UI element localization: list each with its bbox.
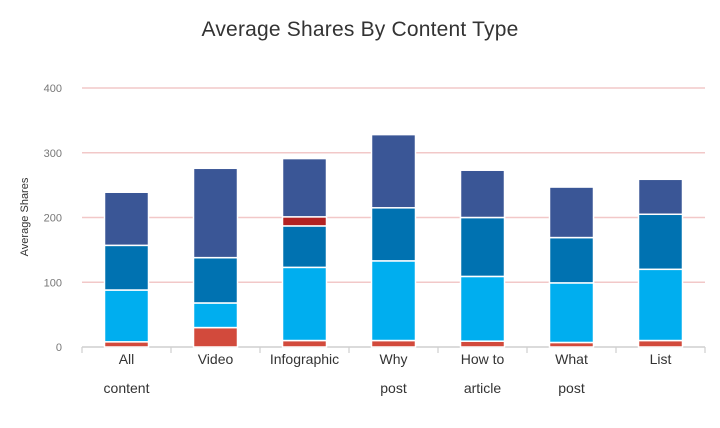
bar-segment [192, 256, 239, 304]
chart-title: Average Shares By Content Type [201, 18, 519, 41]
x-category-label: Video [198, 351, 234, 367]
bar-segment [281, 216, 328, 227]
bar-segment [637, 178, 684, 216]
bar-segment [637, 339, 684, 348]
bar-segment [459, 216, 506, 278]
x-category-label: post [380, 380, 407, 396]
x-category-label: Infographic [270, 351, 339, 367]
bar-segment [548, 236, 595, 284]
y-axis-label: Average Shares [19, 177, 31, 256]
bar-segment [103, 191, 150, 247]
bar-segment [192, 302, 239, 329]
x-category-label: What [555, 351, 588, 367]
bar-segment [281, 339, 328, 348]
bar-segment [370, 133, 417, 209]
x-category-label: article [464, 380, 502, 396]
bar-segment [370, 207, 417, 262]
bar-segment [103, 244, 150, 291]
bar-segment [459, 340, 506, 348]
bar-segment [370, 260, 417, 342]
bar-segment [548, 186, 595, 239]
bar-segment [103, 289, 150, 343]
y-tick-label: 400 [44, 83, 62, 95]
bar-segment [370, 339, 417, 348]
y-tick-label: 200 [44, 213, 62, 225]
bar-segment [281, 225, 328, 269]
bars [103, 133, 684, 348]
y-tick-label: 300 [44, 148, 62, 160]
x-category-label: List [650, 351, 672, 367]
bar-segment [192, 167, 239, 259]
x-category-label: How to [461, 351, 505, 367]
bar-segment [637, 268, 684, 342]
labels: 0 100 200 300 400 All content Video Infographic W… [44, 83, 672, 396]
y-tick-label: 100 [44, 277, 62, 289]
x-category-label: All [119, 351, 135, 367]
y-tick-label: 0 [56, 342, 62, 354]
bar-segment [103, 341, 150, 348]
bar-segment [281, 266, 328, 342]
bar-segment [192, 326, 239, 348]
bar-segment [637, 213, 684, 271]
x-category-label: content [104, 380, 150, 396]
x-category-label: Why [380, 351, 408, 367]
bar-segment [281, 157, 328, 218]
bar-segment [459, 275, 506, 342]
x-category-label: post [558, 380, 585, 396]
bar-segment [459, 169, 506, 219]
bar-segment [548, 282, 595, 344]
